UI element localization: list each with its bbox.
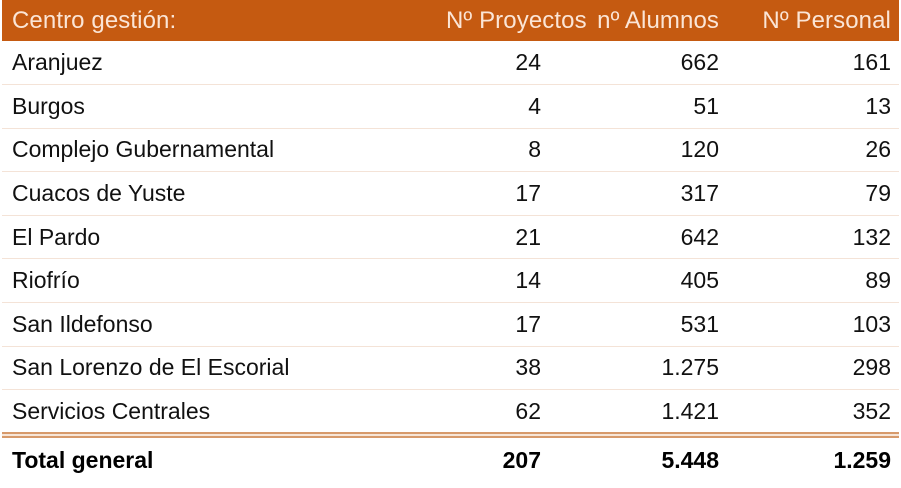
cell-centro: San Lorenzo de El Escorial: [2, 346, 438, 391]
cell-alumnos: 317: [549, 171, 727, 216]
total-personal: 1.259: [833, 447, 891, 474]
table-row: Riofrío 14 405 89: [2, 258, 899, 304]
header-centro: Centro gestión:: [12, 6, 177, 34]
cell-personal: 79: [727, 171, 899, 216]
cell-personal: 26: [727, 128, 899, 173]
cell-proyectos: 4: [438, 84, 549, 129]
total-alumnos: 5.448: [661, 447, 719, 474]
cell-centro: Cuacos de Yuste: [2, 171, 438, 216]
table-row: Complejo Gubernamental 8 120 26: [2, 128, 899, 173]
cell-alumnos: 531: [549, 302, 727, 347]
table-row: San Ildefonso 17 531 103: [2, 302, 899, 347]
cell-personal: 103: [727, 302, 899, 347]
cell-alumnos: 51: [549, 84, 727, 129]
cell-centro: Aranjuez: [2, 41, 438, 86]
cell-centro: El Pardo: [2, 215, 438, 260]
cell-proyectos: 17: [438, 302, 549, 347]
cell-alumnos: 662: [549, 41, 727, 86]
table-row: El Pardo 21 642 132: [2, 215, 899, 260]
cell-proyectos: 21: [438, 215, 549, 260]
total-proyectos: 207: [502, 447, 541, 474]
table-row: Aranjuez 24 662 161: [2, 41, 899, 86]
cell-personal: 89: [727, 258, 899, 304]
header-row: Centro gestión: Nº Proyectos nº Alumnos …: [2, 0, 899, 41]
cell-alumnos: 1.275: [549, 346, 727, 391]
cell-centro: San Ildefonso: [2, 302, 438, 347]
header-alumnos: nº Alumnos: [597, 6, 719, 34]
cell-personal: 13: [727, 84, 899, 129]
cell-personal: 161: [727, 41, 899, 86]
cell-centro: Riofrío: [2, 258, 438, 304]
cell-centro: Servicios Centrales: [12, 397, 211, 424]
cell-centro: Complejo Gubernamental: [2, 128, 438, 173]
cell-proyectos: 17: [438, 171, 549, 216]
cell-alumnos: 1.421: [661, 397, 719, 424]
total-double-rule: [2, 432, 899, 439]
cell-proyectos: 62: [515, 397, 541, 424]
cell-personal: 132: [727, 215, 899, 260]
cell-proyectos: 24: [438, 41, 549, 86]
cell-proyectos: 14: [438, 258, 549, 304]
header-proyectos: Nº Proyectos: [446, 6, 587, 34]
divider: [2, 432, 899, 439]
total-label: Total general: [12, 447, 154, 474]
total-row: Total general 207 5.448 1.259: [2, 437, 899, 483]
cell-centro: Burgos: [2, 84, 438, 129]
cell-alumnos: 405: [549, 258, 727, 304]
cell-alumnos: 120: [549, 128, 727, 173]
table-row: Burgos 4 51 13: [2, 84, 899, 129]
cell-alumnos: 642: [549, 215, 727, 260]
table-row: Cuacos de Yuste 17 317 79: [2, 171, 899, 216]
cell-proyectos: 8: [438, 128, 549, 173]
cell-personal: 298: [727, 346, 899, 391]
cell-proyectos: 38: [438, 346, 549, 391]
table-row: Servicios Centrales 62 1.421 352: [2, 390, 899, 434]
table-row: San Lorenzo de El Escorial 38 1.275 298: [2, 346, 899, 391]
header-personal: Nº Personal: [762, 6, 891, 34]
cell-personal: 352: [852, 397, 891, 424]
